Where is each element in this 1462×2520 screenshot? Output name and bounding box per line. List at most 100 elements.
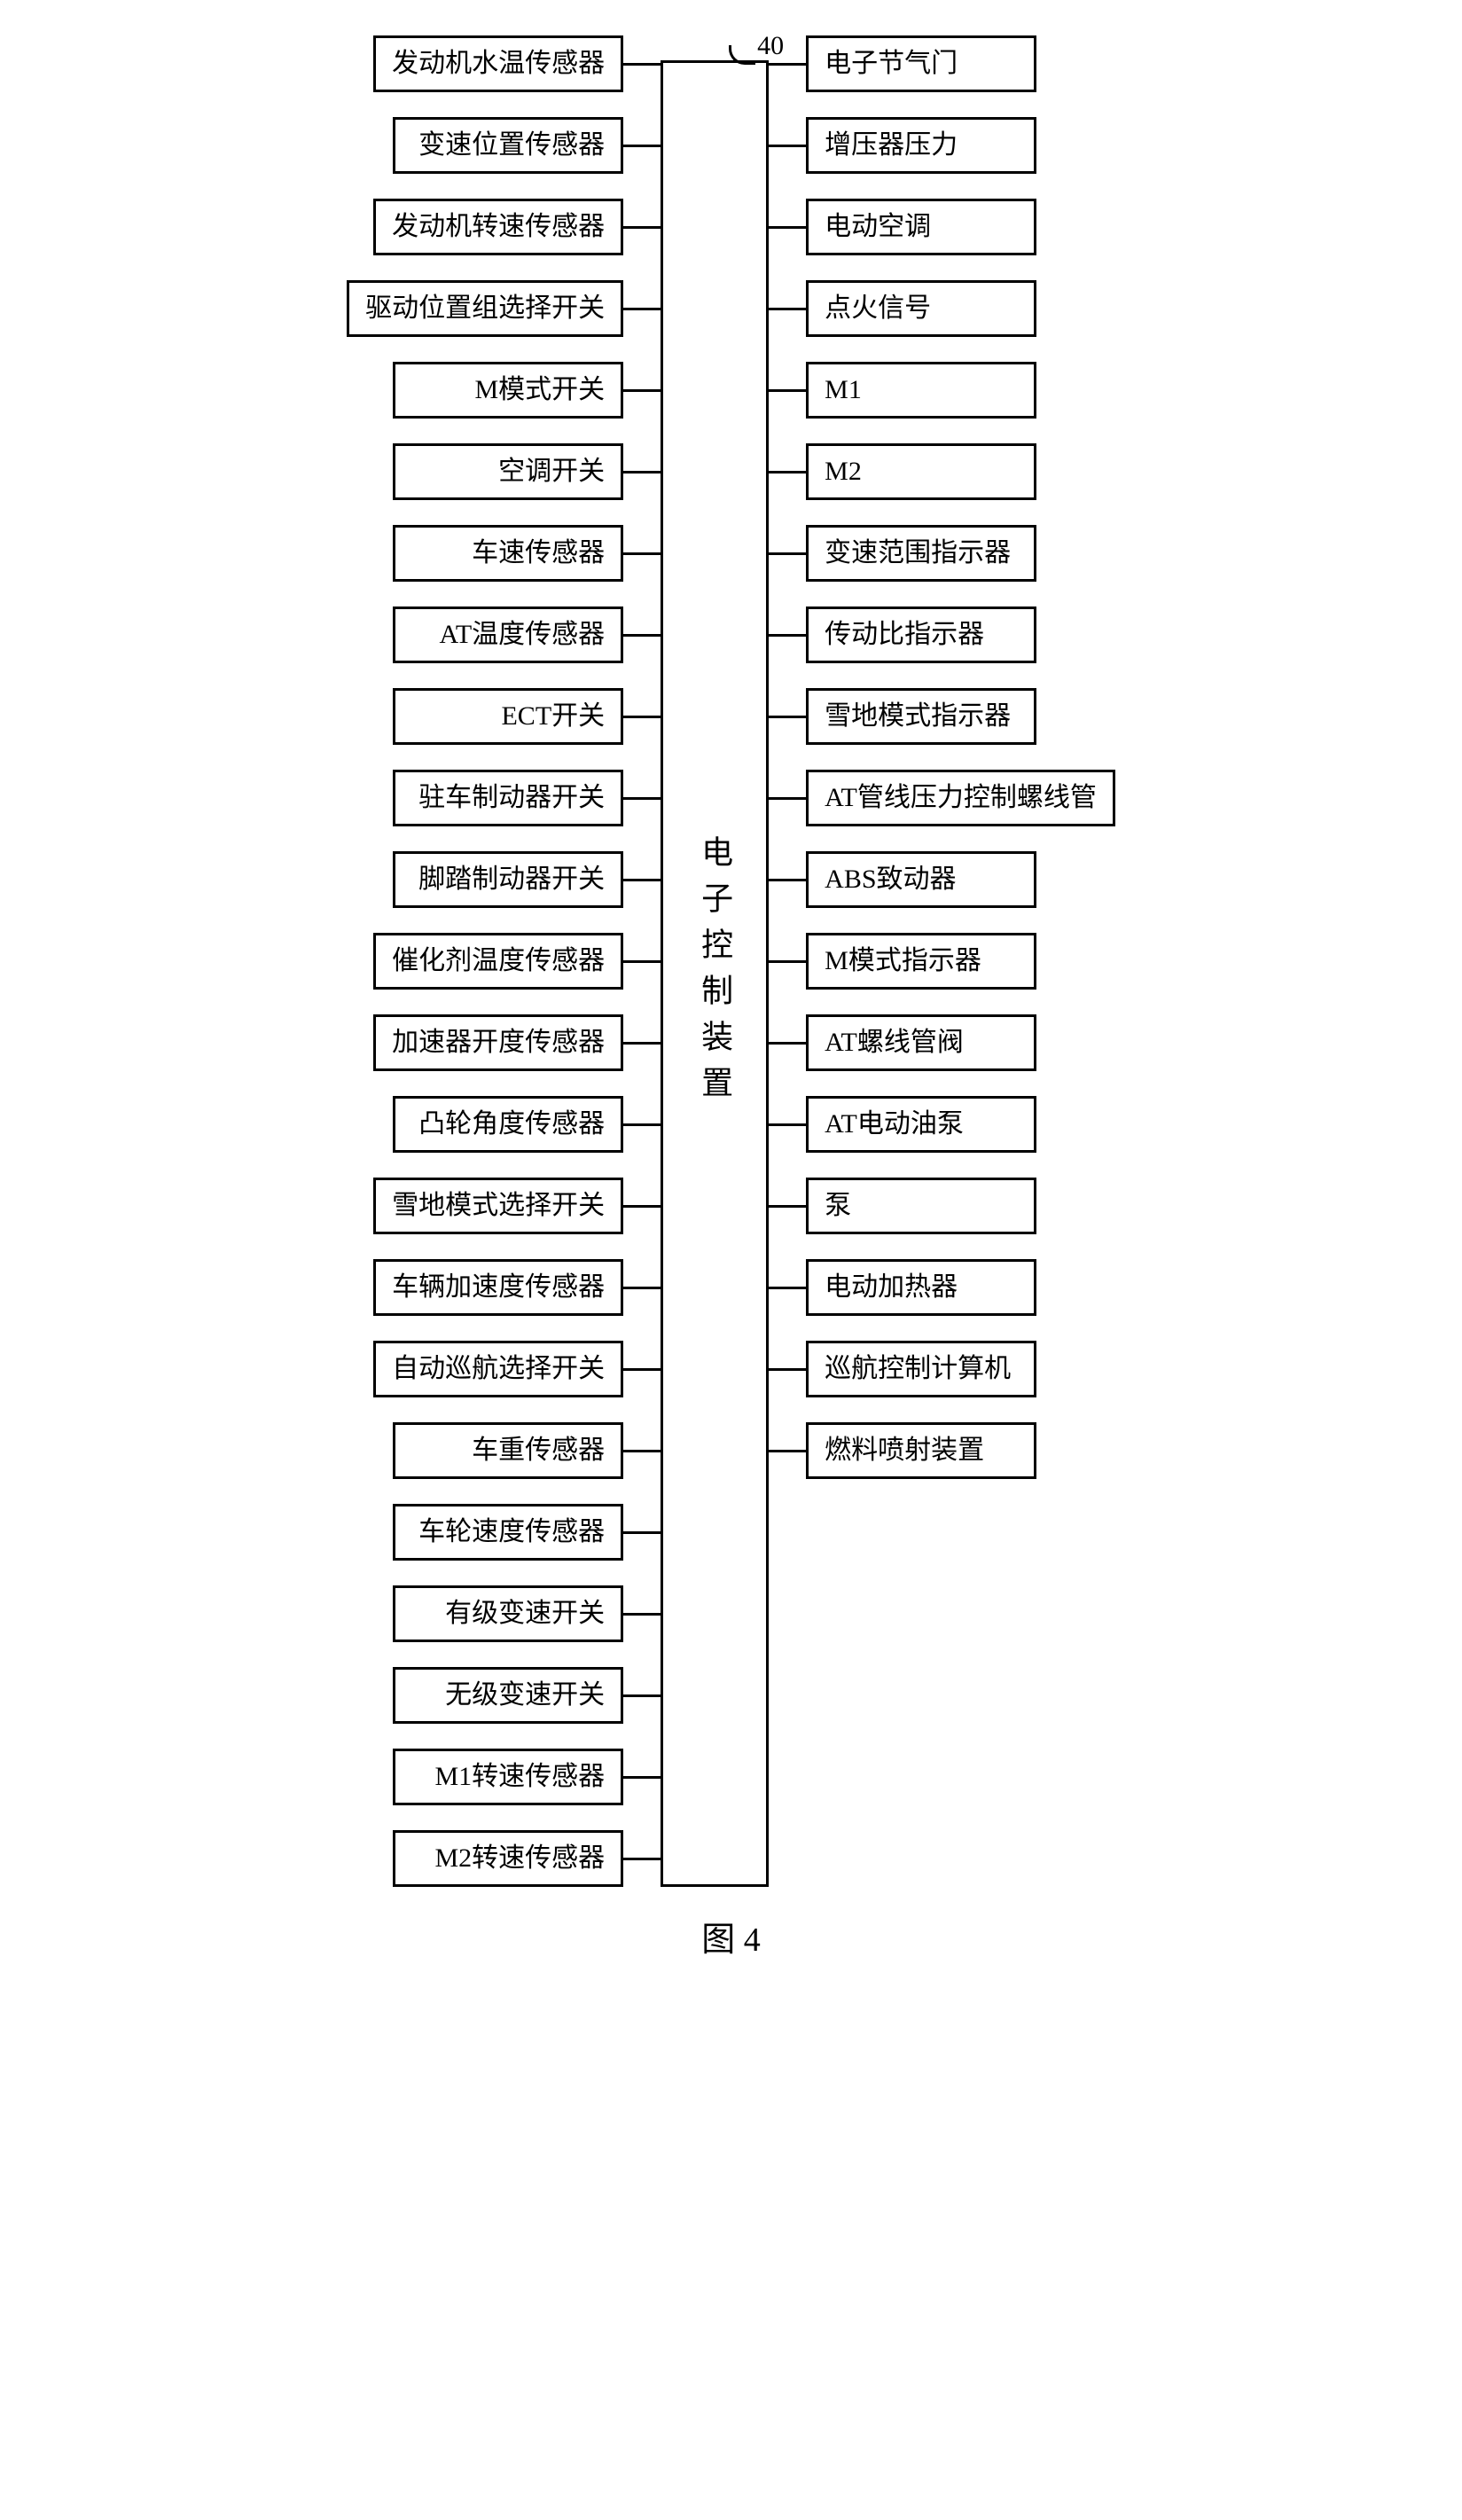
outputs-column: 电子节气门增压器压力电动空调点火信号 M1 M2 变速范围指示器传动比指示器雪地模式指… [769, 35, 1115, 1479]
connector-line [623, 1205, 661, 1208]
connector-line [623, 471, 661, 473]
input-row: 凸轮角度传感器 [393, 1096, 661, 1153]
input-box: ECT开关 [393, 688, 623, 745]
ecu-label: 电子控制装置 [699, 835, 731, 1112]
output-row: AT管线压力控制螺线管 [769, 770, 1115, 826]
input-row: 自动巡航选择开关 [373, 1341, 661, 1397]
input-box: 发动机水温传感器 [373, 35, 623, 92]
output-box: 巡航控制计算机 [806, 1341, 1036, 1397]
output-row: ABS致动器 [769, 851, 1036, 908]
connector-line [623, 1858, 661, 1860]
input-box: 无级变速开关 [393, 1667, 623, 1724]
input-row: 车速传感器 [393, 525, 661, 582]
input-row: 车轮速度传感器 [393, 1504, 661, 1561]
input-box: 车重传感器 [393, 1422, 623, 1479]
connector-line [769, 471, 806, 473]
output-box: M模式指示器 [806, 933, 1036, 990]
connector-line [623, 1287, 661, 1289]
input-box: 自动巡航选择开关 [373, 1341, 623, 1397]
input-row: M1转速传感器 [393, 1749, 661, 1805]
figure-caption: 图 4 [18, 1912, 1444, 1960]
input-box: M模式开关 [393, 362, 623, 419]
input-box: 车轮速度传感器 [393, 1504, 623, 1561]
input-box: 雪地模式选择开关 [373, 1178, 623, 1234]
input-row: 雪地模式选择开关 [373, 1178, 661, 1234]
connector-line [623, 1694, 661, 1697]
connector-line [623, 1123, 661, 1126]
input-box: 脚踏制动器开关 [393, 851, 623, 908]
connector-line [623, 63, 661, 66]
input-row: M2转速传感器 [393, 1830, 661, 1887]
output-box: 电子节气门 [806, 35, 1036, 92]
connector-line [623, 389, 661, 392]
output-box: M1 [806, 362, 1036, 419]
reference-tick-icon [729, 45, 755, 65]
input-box: 加速器开度传感器 [373, 1014, 623, 1071]
connector-line [769, 1205, 806, 1208]
connector-line [623, 1531, 661, 1534]
connector-line [769, 1042, 806, 1045]
output-row: AT螺线管阀 [769, 1014, 1036, 1071]
output-box: AT螺线管阀 [806, 1014, 1036, 1071]
connector-line [623, 960, 661, 963]
connector-line [769, 1123, 806, 1126]
connector-line [769, 634, 806, 637]
input-row: 加速器开度传感器 [373, 1014, 661, 1071]
output-box: AT管线压力控制螺线管 [806, 770, 1115, 826]
output-row: 电动空调 [769, 199, 1036, 255]
connector-line [623, 1450, 661, 1452]
connector-line [769, 797, 806, 800]
connector-line [623, 1042, 661, 1045]
output-box: 燃料喷射装置 [806, 1422, 1036, 1479]
connector-line [623, 145, 661, 147]
input-box: 有级变速开关 [393, 1585, 623, 1642]
reference-number-label: 40 [729, 31, 784, 61]
output-row: 电动加热器 [769, 1259, 1036, 1316]
output-box: ABS致动器 [806, 851, 1036, 908]
input-row: 有级变速开关 [393, 1585, 661, 1642]
connector-line [769, 1368, 806, 1371]
output-row: 点火信号 [769, 280, 1036, 337]
output-box: M2 [806, 443, 1036, 500]
connector-line [769, 226, 806, 229]
output-row: 增压器压力 [769, 117, 1036, 174]
inputs-column: 发动机水温传感器变速位置传感器发动机转速传感器驱动位置组选择开关M模式开关空调开… [347, 35, 661, 1887]
output-row: 燃料喷射装置 [769, 1422, 1036, 1479]
connector-line [623, 1368, 661, 1371]
input-row: 脚踏制动器开关 [393, 851, 661, 908]
connector-line [769, 552, 806, 555]
input-box: 驱动位置组选择开关 [347, 280, 623, 337]
output-box: 雪地模式指示器 [806, 688, 1036, 745]
input-box: M2转速传感器 [393, 1830, 623, 1887]
output-box: 点火信号 [806, 280, 1036, 337]
input-row: 驱动位置组选择开关 [347, 280, 661, 337]
connector-line [769, 960, 806, 963]
input-row: AT温度传感器 [393, 607, 661, 663]
input-box: 凸轮角度传感器 [393, 1096, 623, 1153]
output-row: 传动比指示器 [769, 607, 1036, 663]
input-row: 车重传感器 [393, 1422, 661, 1479]
output-row: AT电动油泵 [769, 1096, 1036, 1153]
input-row: 车辆加速度传感器 [373, 1259, 661, 1316]
input-box: 驻车制动器开关 [393, 770, 623, 826]
input-box: 车辆加速度传感器 [373, 1259, 623, 1316]
output-row: 泵 [769, 1178, 1036, 1234]
connector-line [769, 716, 806, 718]
reference-number: 40 [757, 31, 784, 61]
output-row: M2 [769, 443, 1036, 500]
connector-line [769, 1450, 806, 1452]
output-row: 变速范围指示器 [769, 525, 1036, 582]
input-row: 驻车制动器开关 [393, 770, 661, 826]
input-box: 车速传感器 [393, 525, 623, 582]
connector-line [769, 308, 806, 310]
connector-line [769, 389, 806, 392]
input-row: M模式开关 [393, 362, 661, 419]
input-row: 空调开关 [393, 443, 661, 500]
output-box: 变速范围指示器 [806, 525, 1036, 582]
output-box: 泵 [806, 1178, 1036, 1234]
connector-line [623, 226, 661, 229]
ecu-io-diagram: 发动机水温传感器变速位置传感器发动机转速传感器驱动位置组选择开关M模式开关空调开… [18, 35, 1444, 1887]
connector-line [623, 797, 661, 800]
input-box: AT温度传感器 [393, 607, 623, 663]
output-row: 雪地模式指示器 [769, 688, 1036, 745]
